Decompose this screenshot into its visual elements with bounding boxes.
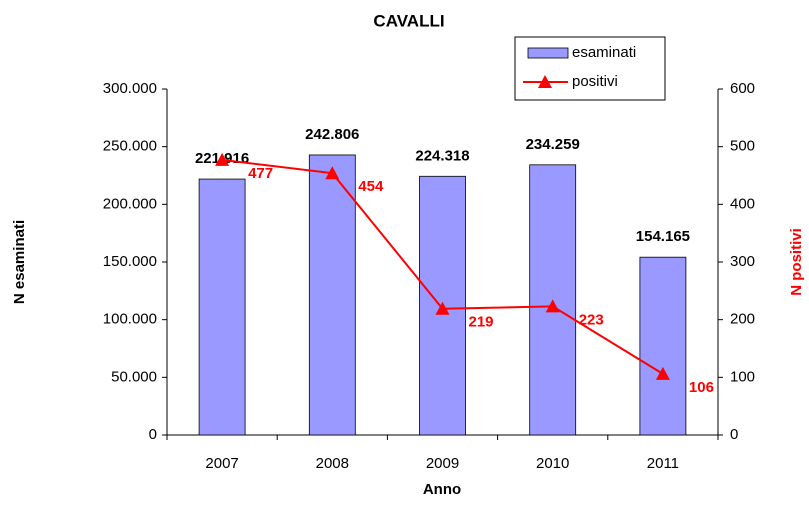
y-tick-label: 200.000 bbox=[103, 195, 157, 212]
y2-axis-label: N positivi bbox=[788, 228, 805, 296]
bar-value-label: 154.165 bbox=[636, 228, 690, 245]
line-marker bbox=[545, 299, 560, 313]
line-value-label: 477 bbox=[248, 165, 273, 182]
bar bbox=[308, 154, 356, 436]
legend-label: esaminati bbox=[572, 44, 636, 61]
y2-tick-label: 500 bbox=[730, 138, 755, 155]
y-tick-label: 0 bbox=[149, 426, 157, 443]
legend-marker bbox=[538, 75, 552, 88]
bar bbox=[639, 256, 687, 436]
legend-swatch bbox=[527, 47, 569, 59]
bar-value-label: 242.806 bbox=[305, 126, 359, 143]
x-tick-label: 2009 bbox=[426, 455, 459, 472]
bar-value-label: 224.318 bbox=[415, 147, 469, 164]
x-tick-label: 2011 bbox=[647, 455, 679, 472]
y-tick-label: 250.000 bbox=[103, 138, 157, 155]
y-tick-label: 150.000 bbox=[103, 253, 157, 270]
legend-box bbox=[514, 36, 666, 101]
y2-tick-label: 300 bbox=[730, 253, 755, 270]
x-axis-label: Anno bbox=[423, 481, 461, 498]
bar bbox=[198, 178, 246, 436]
y2-tick-label: 400 bbox=[730, 195, 755, 212]
line-marker bbox=[435, 301, 450, 315]
line-value-label: 106 bbox=[689, 379, 714, 396]
x-tick-label: 2008 bbox=[316, 455, 349, 472]
y2-tick-label: 600 bbox=[730, 80, 755, 97]
y-axis-label: N esaminati bbox=[11, 220, 28, 304]
line-marker bbox=[655, 366, 670, 380]
x-tick-label: 2010 bbox=[536, 455, 569, 472]
legend-label: positivi bbox=[572, 73, 618, 90]
y2-tick-label: 100 bbox=[730, 368, 755, 385]
y-tick-label: 100.000 bbox=[103, 311, 157, 328]
line-value-label: 454 bbox=[358, 178, 384, 195]
y2-tick-label: 0 bbox=[730, 426, 738, 443]
line-value-label: 223 bbox=[579, 311, 604, 328]
line-marker bbox=[215, 152, 230, 166]
chart-title: CAVALLI bbox=[373, 11, 444, 30]
y-tick-label: 50.000 bbox=[111, 368, 157, 385]
line-value-label: 219 bbox=[469, 314, 494, 331]
y2-tick-label: 200 bbox=[730, 311, 755, 328]
line-marker bbox=[325, 166, 340, 180]
x-tick-label: 2007 bbox=[205, 455, 238, 472]
bar-value-label: 234.259 bbox=[526, 136, 580, 153]
y-tick-label: 300.000 bbox=[103, 80, 157, 97]
